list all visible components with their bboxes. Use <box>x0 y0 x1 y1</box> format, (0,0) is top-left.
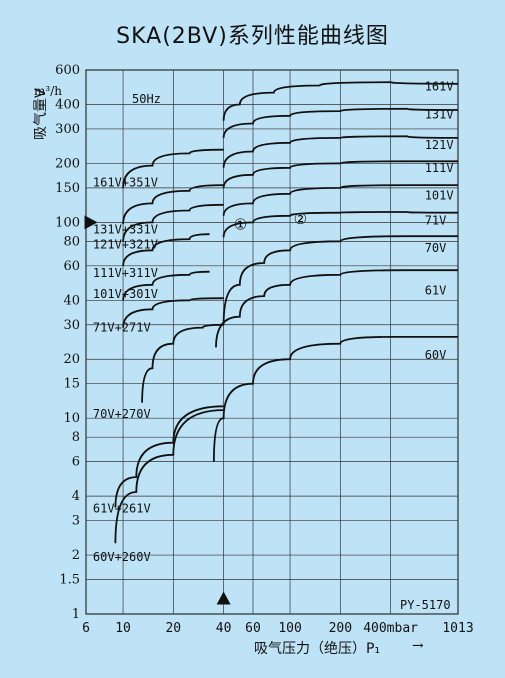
x-tick-label: 6 <box>82 621 90 636</box>
series-label: 121V+321V <box>93 238 158 252</box>
series-line <box>222 235 458 325</box>
series-line <box>122 203 224 242</box>
x-tick-label: 60 <box>245 621 261 636</box>
series-line <box>222 107 459 138</box>
x-tick-label: 400mbar <box>363 621 418 636</box>
x-tick-label: 20 <box>165 621 181 636</box>
series-label: 111V+311V <box>93 266 158 280</box>
y-tick-label: 8 <box>72 430 80 445</box>
series-label: 131V+331V <box>93 222 158 236</box>
series-label: 161V+351V <box>93 175 158 189</box>
chart-title: SKA(2BV)系列性能曲线图 <box>116 24 389 49</box>
series-label: 61V <box>425 283 447 297</box>
series-line <box>215 269 458 348</box>
y-tick-label: 150 <box>55 181 80 196</box>
x-axis-label: 吸气压力（绝压）P₁ <box>254 641 381 657</box>
series-label: 121V <box>425 138 454 152</box>
x-tick-label: 40 <box>216 621 232 636</box>
series-label: 101V <box>425 189 454 203</box>
series-label: 131V <box>425 108 454 122</box>
y-tick-label: 300 <box>55 122 80 137</box>
circle-label-2: ② <box>294 210 307 228</box>
y-tick-label: 3 <box>72 514 80 529</box>
series-label: 61V+261V <box>93 502 151 516</box>
y-tick-label: 20 <box>63 352 80 367</box>
x-tick-label: 200 <box>329 621 352 636</box>
y-tick-label: 1 <box>72 607 80 622</box>
series-label: 60V <box>425 348 447 362</box>
series-label: 111V <box>425 161 454 175</box>
y-tick-label: 200 <box>55 156 80 171</box>
series-label: 70V+270V <box>93 407 151 421</box>
series-label: 71V <box>425 214 447 228</box>
x-tick-label: 1013 <box>442 621 473 636</box>
x-tick-label: 10 <box>115 621 131 636</box>
series-line <box>114 405 224 508</box>
series-line <box>222 184 458 216</box>
chart-code: PY-5170 <box>400 598 451 612</box>
series-line <box>222 160 458 189</box>
triangle-right-marker <box>84 215 98 230</box>
series-line <box>114 409 224 544</box>
series-line <box>222 81 459 121</box>
y-tick-label: 15 <box>63 377 80 392</box>
y-tick-label: 100 <box>55 215 80 230</box>
circle-label-1: ① <box>234 215 247 233</box>
series-label: 101V+301V <box>93 287 158 301</box>
y-tick-label: 60 <box>63 259 80 274</box>
y-tick-label: 10 <box>63 411 80 426</box>
series-line <box>222 211 459 238</box>
y-tick-label: 1.5 <box>59 573 80 588</box>
y-tick-label: 6 <box>72 455 80 470</box>
series-line <box>122 297 224 328</box>
series-line <box>122 233 210 266</box>
series-line <box>122 148 224 188</box>
y-tick-label: 80 <box>63 234 80 249</box>
y-tick-label: 2 <box>72 548 80 563</box>
series-label: 70V <box>425 241 447 255</box>
series-line <box>141 323 224 403</box>
series-line <box>213 335 458 462</box>
series-label: 161V <box>425 79 454 93</box>
y-tick-label: 40 <box>63 293 80 308</box>
y-tick-label: 400 <box>55 97 80 112</box>
series-line <box>222 135 459 168</box>
x-axis-arrow-icon: → <box>412 638 424 654</box>
y-tick-label: 600 <box>55 63 80 78</box>
y-tick-label: 30 <box>63 318 80 333</box>
triangle-up-marker <box>216 591 231 605</box>
series-label: 60V+260V <box>93 550 151 564</box>
x-tick-label: 100 <box>278 621 301 636</box>
series-line <box>122 184 224 225</box>
frequency-label: 50Hz <box>132 92 161 106</box>
plot-frame <box>85 69 459 615</box>
y-axis-unit: m³/h <box>34 84 62 98</box>
series-line <box>122 270 210 301</box>
series-label: 71V+271V <box>93 321 151 335</box>
y-tick-label: 4 <box>72 489 80 504</box>
